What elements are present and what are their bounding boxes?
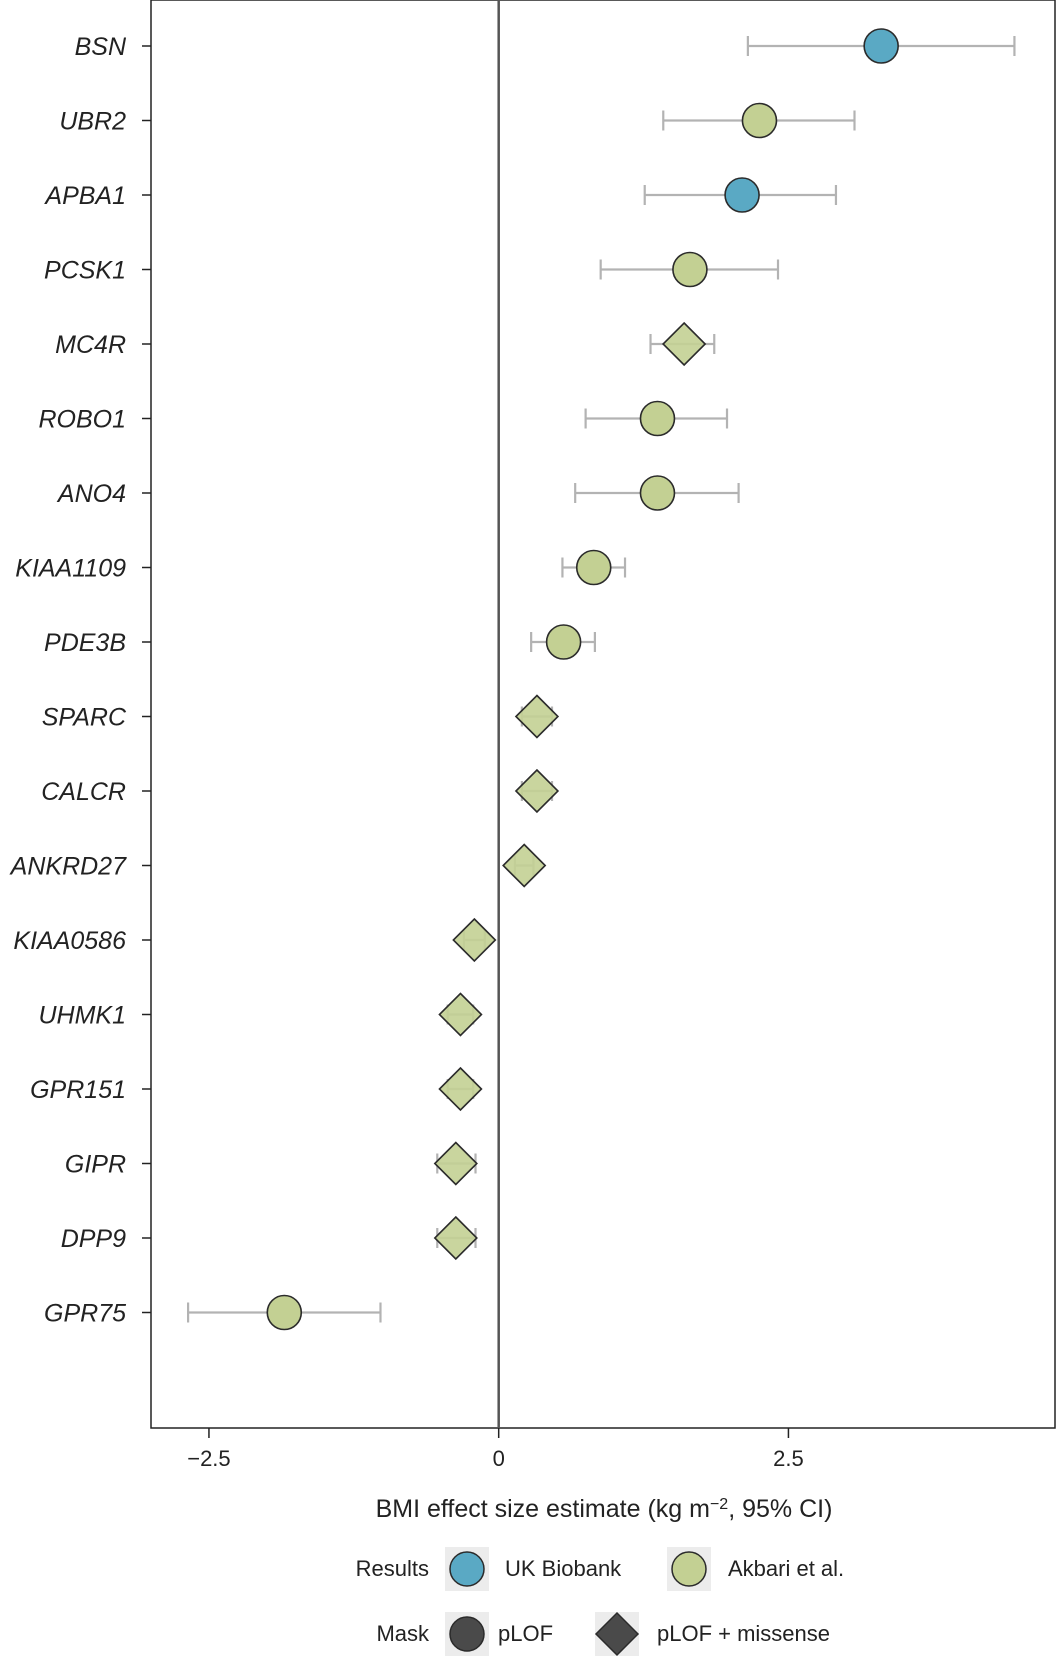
gene-rows: BSN UBR2 APBA1 PCSK1 MC4R ROBO1 ANO4 KIAA1109 PD…	[9, 28, 1016, 1331]
legend-uk-biobank-marker	[449, 1551, 485, 1587]
gene-label-pcsk1: PCSK1	[44, 257, 126, 285]
x-axis-title-superscript: −2	[710, 1496, 728, 1513]
legend-plof-label: pLOF	[498, 1621, 553, 1646]
gene-row-gpr151: GPR151	[30, 1066, 483, 1112]
plot-frame	[150, 0, 1056, 1429]
gene-label-pde3b: PDE3B	[44, 629, 126, 657]
point-ano4	[639, 475, 676, 511]
legend-uk-biobank-label: UK Biobank	[505, 1556, 622, 1581]
point-pde3b	[545, 624, 582, 660]
gene-row-pcsk1: PCSK1	[44, 251, 780, 288]
gene-label-gipr: GIPR	[65, 1151, 126, 1179]
gene-row-dpp9: DPP9	[61, 1215, 478, 1261]
x-axis-ticks: −2.5 0 2.5	[187, 1428, 804, 1471]
point-kiaa1109	[575, 549, 612, 586]
legend-plof-missense-marker	[594, 1611, 640, 1657]
gene-row-pde3b: PDE3B	[44, 624, 596, 660]
gene-label-uhmk1: UHMK1	[38, 1002, 126, 1030]
point-uhmk1	[438, 992, 483, 1037]
gene-row-kiaa1109: KIAA1109	[15, 549, 627, 586]
point-ankrd27	[502, 843, 547, 888]
point-gpr151	[438, 1066, 483, 1112]
x-tick-2-label: 2.5	[773, 1446, 804, 1471]
gene-row-ubr2: UBR2	[59, 102, 856, 139]
gene-row-apba1: APBA1	[43, 177, 838, 213]
gene-label-ankrd27: ANKRD27	[9, 853, 127, 881]
point-mc4r	[661, 321, 707, 367]
gene-row-gpr75: GPR75	[44, 1294, 382, 1331]
x-axis-title-end: , 95% CI)	[728, 1495, 832, 1523]
gene-label-gpr75: GPR75	[44, 1300, 126, 1328]
gene-label-mc4r: MC4R	[55, 331, 126, 359]
point-dpp9	[433, 1215, 478, 1261]
gene-label-dpp9: DPP9	[61, 1225, 126, 1253]
x-axis-title: BMI effect size estimate (kg m−2, 95% CI…	[376, 1495, 833, 1523]
gene-row-ankrd27: ANKRD27	[9, 843, 547, 888]
legend-akbari-label: Akbari et al.	[728, 1556, 844, 1581]
legend-mask-title: Mask	[376, 1621, 430, 1646]
point-calcr	[514, 768, 560, 814]
gene-row-robo1: ROBO1	[38, 400, 729, 437]
point-bsn	[863, 28, 899, 64]
point-gpr75	[266, 1294, 303, 1331]
gene-row-ano4: ANO4	[56, 475, 740, 511]
gene-row-bsn: BSN	[75, 28, 1016, 64]
legend-plof-missense-label: pLOF + missense	[657, 1621, 830, 1646]
point-pcsk1	[672, 251, 708, 288]
gene-label-sparc: SPARC	[42, 704, 127, 732]
gene-label-calcr: CALCR	[41, 778, 126, 806]
gene-label-kiaa0586: KIAA0586	[13, 927, 126, 955]
gene-row-kiaa0586: KIAA0586	[13, 917, 497, 963]
x-tick-1-label: 0	[493, 1446, 505, 1471]
legend-results-title: Results	[356, 1556, 429, 1581]
gene-label-ano4: ANO4	[56, 480, 126, 508]
point-robo1	[639, 400, 676, 437]
x-tick-0-label: −2.5	[187, 1446, 230, 1471]
gene-row-gipr: GIPR	[65, 1141, 478, 1186]
gene-row-mc4r: MC4R	[55, 321, 716, 367]
gene-label-gpr151: GPR151	[30, 1076, 126, 1104]
gene-row-sparc: SPARC	[42, 694, 560, 739]
gene-label-bsn: BSN	[75, 33, 127, 61]
point-ubr2	[741, 102, 778, 139]
gene-label-apba1: APBA1	[43, 182, 126, 210]
point-apba1	[724, 177, 760, 213]
point-gipr	[433, 1141, 478, 1186]
legend-akbari-marker	[671, 1551, 707, 1587]
gene-label-ubr2: UBR2	[59, 108, 126, 136]
gene-label-robo1: ROBO1	[38, 406, 126, 434]
legend: Results UK Biobank Akbari et al. Mask pL…	[356, 1547, 844, 1657]
point-sparc	[514, 694, 560, 739]
gene-row-uhmk1: UHMK1	[38, 992, 483, 1037]
gene-row-calcr: CALCR	[41, 768, 560, 814]
x-axis-title-main: BMI effect size estimate (kg m	[376, 1495, 710, 1523]
legend-plof-marker	[449, 1616, 485, 1652]
point-kiaa0586	[452, 917, 497, 963]
gene-label-kiaa1109: KIAA1109	[15, 555, 126, 583]
